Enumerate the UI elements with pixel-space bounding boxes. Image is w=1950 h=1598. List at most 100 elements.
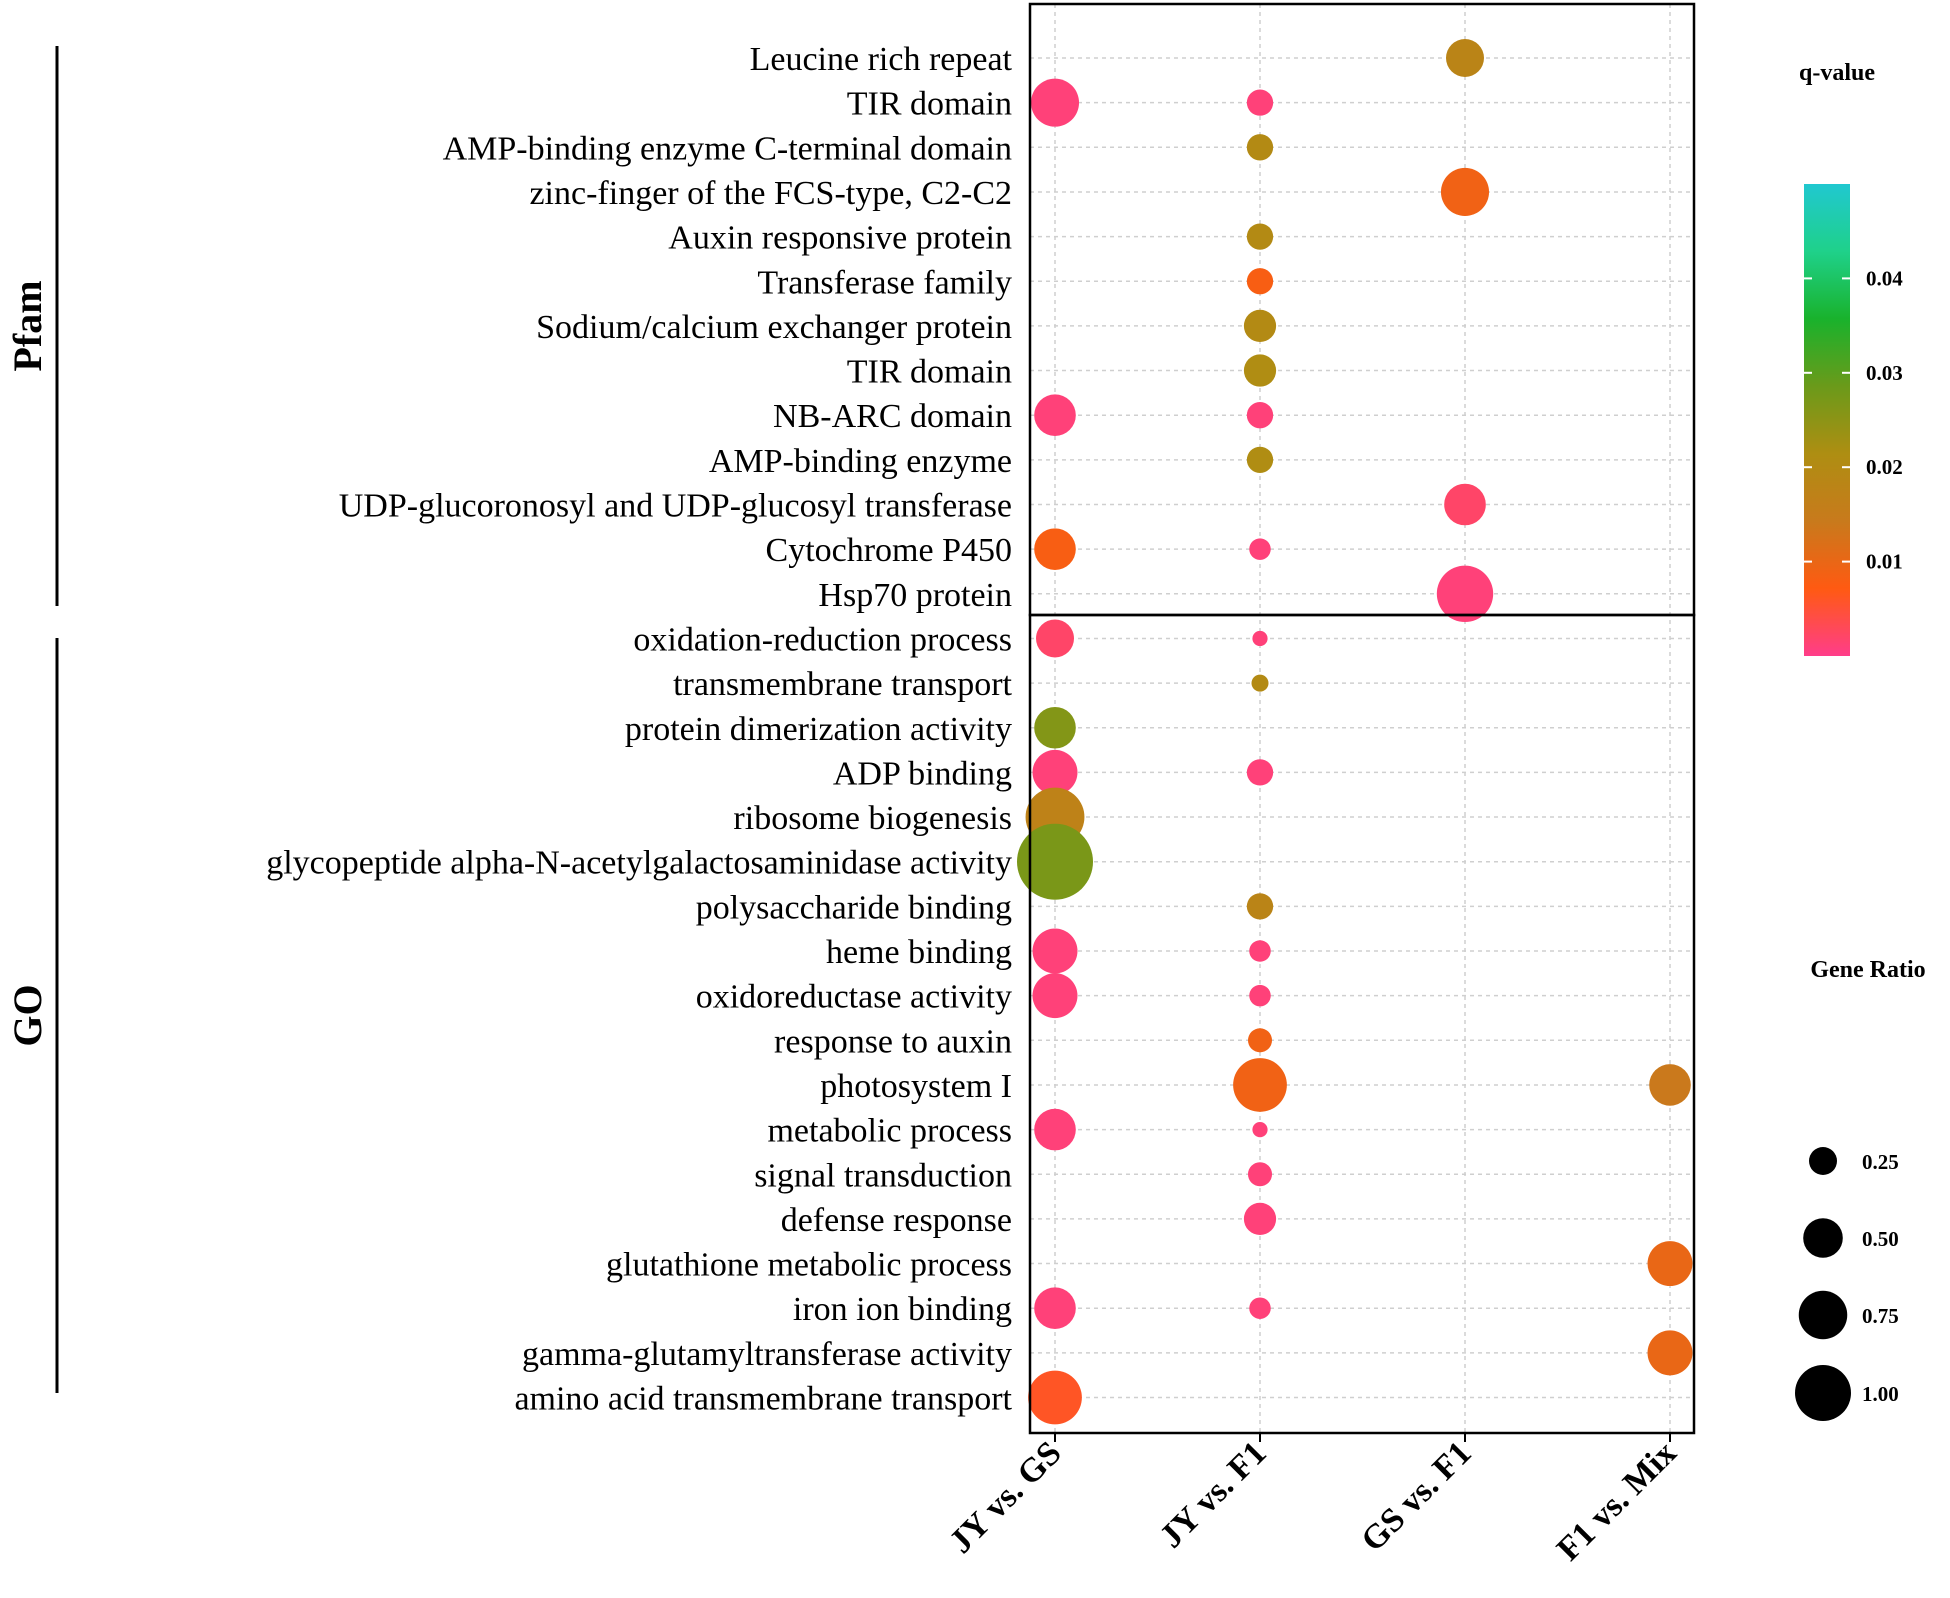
panel-frames: [1028, 2, 1696, 1435]
row-label: ADP binding: [833, 755, 1012, 792]
bubble-point: [1436, 565, 1494, 622]
x-tick-label: JY vs. GS: [943, 1434, 1069, 1560]
bubble-point: [1034, 528, 1076, 570]
row-label: signal transduction: [754, 1157, 1012, 1194]
size-legend-circle: [1795, 1365, 1851, 1421]
bubble-point: [1440, 167, 1490, 216]
row-label: glycopeptide alpha-N-acetylgalactosamini…: [266, 845, 1012, 882]
color-legend-tick-label: 0.02: [1866, 455, 1903, 479]
size-legend-circle: [1798, 1290, 1848, 1340]
row-label: Auxin responsive protein: [668, 220, 1012, 257]
bubble-point: [1036, 619, 1074, 658]
bubble-point: [1249, 984, 1271, 1007]
row-label: heme binding: [826, 934, 1012, 971]
bubble-point: [1647, 1241, 1693, 1287]
bubble-point: [1030, 78, 1080, 127]
bubble-point: [1251, 674, 1269, 692]
bubble-point: [1034, 1108, 1076, 1151]
size-legend-label: 0.25: [1862, 1150, 1899, 1174]
row-label: protein dimerization activity: [625, 711, 1012, 748]
bubble-point: [1247, 1162, 1273, 1187]
x-tick-label: F1 vs. Mix: [1550, 1434, 1684, 1568]
bubble-point: [1246, 759, 1274, 786]
row-label: transmembrane transport: [673, 666, 1012, 703]
row-label: TIR domain: [847, 86, 1012, 123]
bubble-point: [1249, 940, 1271, 962]
row-label: photosystem I: [820, 1068, 1012, 1105]
row-label: polysaccharide binding: [696, 889, 1012, 926]
bubble-point: [1246, 893, 1274, 920]
color-legend: q-value 0.01 0.02 0.03 0.04: [1799, 60, 1903, 656]
bubble-point: [1247, 1028, 1273, 1053]
bubble-point: [1034, 394, 1076, 437]
bubble-point: [1246, 268, 1274, 295]
size-legend-circle: [1809, 1147, 1837, 1175]
group-brackets: Pfam GO: [5, 46, 59, 1393]
bubble-point: [1249, 538, 1271, 560]
bubble-point: [1243, 354, 1277, 387]
color-legend-tick-label: 0.03: [1866, 361, 1903, 385]
group-label: GO: [5, 984, 50, 1046]
size-legend: Gene Ratio 0.25 0.50 0.75 1.00: [1795, 957, 1926, 1421]
row-label: AMP-binding enzyme: [709, 443, 1012, 480]
bubble-point: [1034, 706, 1076, 749]
bubble-point: [1028, 1370, 1082, 1425]
bubble-point: [1246, 89, 1274, 116]
row-label: ribosome biogenesis: [733, 800, 1012, 837]
panel-frame: [1028, 2, 1696, 617]
color-legend-tick-label: 0.04: [1866, 266, 1903, 290]
x-tick-label: JY vs. F1: [1153, 1434, 1274, 1555]
row-label: iron ion binding: [793, 1291, 1012, 1328]
bubble-point: [1032, 928, 1078, 974]
row-label: NB-ARC domain: [773, 398, 1012, 435]
row-label: UDP-glucoronosyl and UDP-glucosyl transf…: [339, 488, 1012, 525]
panel-frame: [1028, 613, 1696, 1435]
size-legend-circle: [1803, 1218, 1843, 1258]
bubble-point: [1032, 973, 1078, 1019]
size-legend-title: Gene Ratio: [1810, 957, 1925, 983]
bubble-point: [1252, 630, 1268, 647]
bubble-point: [1233, 1058, 1287, 1112]
row-label: gamma-glutamyltransferase activity: [522, 1336, 1012, 1373]
bubble-point: [1246, 402, 1274, 429]
row-label: AMP-binding enzyme C-terminal domain: [443, 130, 1012, 167]
row-label: TIR domain: [847, 354, 1012, 391]
bubble-point: [1649, 1064, 1691, 1106]
bubble-point: [1032, 749, 1078, 795]
row-label: metabolic process: [767, 1113, 1012, 1150]
row-label: Cytochrome P450: [766, 532, 1012, 569]
size-legend-label: 0.50: [1862, 1227, 1899, 1251]
x-tick-label: GS vs. F1: [1354, 1434, 1478, 1558]
row-label: Hsp70 protein: [818, 577, 1012, 614]
size-legend-label: 0.75: [1862, 1304, 1899, 1328]
x-axis-ticks: JY vs. GS JY vs. F1 GS vs. F1 F1 vs. Mix: [943, 1433, 1684, 1568]
gridlines: [1030, 4, 1694, 1433]
bubble-point: [1246, 446, 1274, 474]
bubble-point: [1243, 1202, 1277, 1236]
bubble-point: [1249, 1297, 1271, 1319]
row-label: zinc-finger of the FCS-type, C2-C2: [529, 175, 1012, 212]
row-label: Sodium/calcium exchanger protein: [536, 309, 1012, 346]
bubbles: [1017, 39, 1693, 1425]
row-label: response to auxin: [774, 1023, 1012, 1060]
color-legend-bar: [1804, 184, 1850, 656]
bubble-point: [1017, 823, 1093, 900]
row-label: defense response: [781, 1202, 1012, 1239]
row-label: oxidation-reduction process: [633, 621, 1012, 658]
row-label: oxidoreductase activity: [696, 979, 1012, 1016]
row-label: amino acid transmembrane transport: [514, 1381, 1012, 1418]
row-label: glutathione metabolic process: [606, 1247, 1012, 1284]
color-legend-title: q-value: [1799, 60, 1875, 86]
bubble-point: [1446, 39, 1484, 77]
group-label: Pfam: [5, 280, 50, 371]
row-labels: Leucine rich repeat TIR domain AMP-binding…: [266, 41, 1012, 1418]
bubble-point: [1252, 1122, 1268, 1138]
row-label: Transferase family: [757, 264, 1012, 301]
bubble-point: [1246, 134, 1274, 161]
bubble-point: [1444, 483, 1486, 526]
bubble-point: [1246, 223, 1274, 250]
bubble-point: [1034, 1287, 1076, 1330]
row-label: Leucine rich repeat: [750, 41, 1013, 78]
size-legend-label: 1.00: [1862, 1382, 1899, 1406]
